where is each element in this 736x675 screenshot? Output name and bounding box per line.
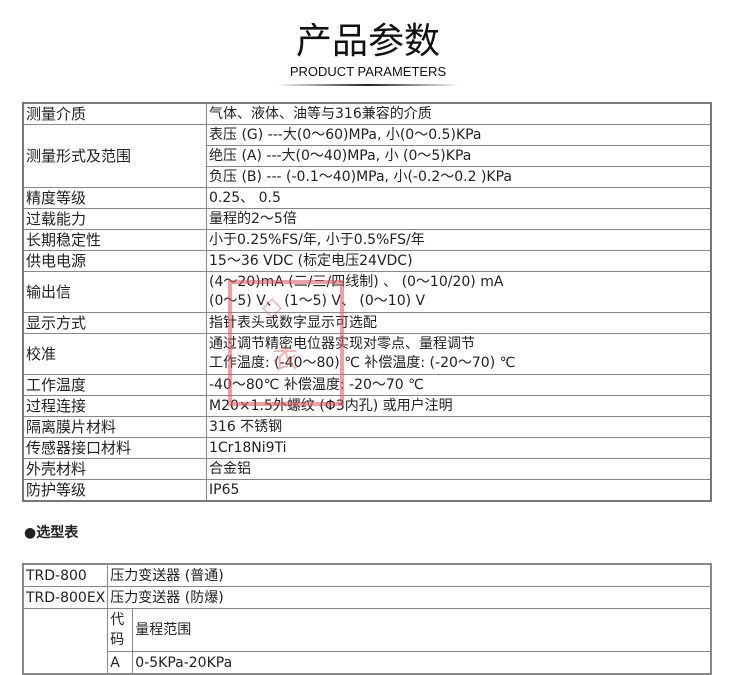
table-row: 过程连接 M20×1.5外螺纹 (Φ3内孔) 或用户注明 (22, 395, 712, 417)
spec-label: 过程连接 (22, 395, 207, 417)
table-row: 长期稳定性 小于0.25%FS/年, 小于0.5%FS/年 (22, 229, 712, 251)
spec-value-line: 通过调节精密电位器实现对零点、量程调节 (209, 336, 475, 352)
table-row: 测量介质 气体、液体、油等与316兼容的介质 (22, 102, 712, 125)
table-row: 校准 通过调节精密电位器实现对零点、量程调节工作温度: (-40～80) ℃ 补偿… (22, 333, 712, 375)
range-code: A (107, 651, 134, 675)
table-row: TRD-800EX 压力变送器 (防爆) (22, 586, 712, 609)
table-row: A 0-5KPa-20KPa (23, 651, 712, 675)
spec-table: 测量介质 气体、液体、油等与316兼容的介质 测量形式及范围 表压 (G) ---大… (22, 102, 712, 502)
range-code-header: 代码 (107, 608, 134, 652)
spec-label: 精度等级 (22, 187, 207, 209)
spec-value: 15～36 VDC (标定电压24VDC) (206, 250, 712, 272)
spec-value: 负压 (B) --- (-0.1～40)MPa, 小(-0.2～0.2 )KPa (206, 166, 712, 188)
spec-label: 防护等级 (22, 479, 207, 502)
spec-value: M20×1.5外螺纹 (Φ3内孔) 或用户注明 (206, 395, 712, 417)
spec-label: 传感器接口材料 (22, 437, 207, 459)
table-row: 传感器接口材料 1Cr18Ni9Ti (22, 437, 712, 459)
spec-value: 合金铝 (206, 458, 712, 480)
spec-value-line: 工作温度: (-40～80) ℃ 补偿温度: (-20～70) ℃ (209, 355, 516, 371)
spec-label: 长期稳定性 (22, 229, 207, 251)
table-row: 防护等级 IP65 (22, 479, 712, 502)
model-code: TRD-800 (22, 563, 109, 587)
spec-value: 316 不锈钢 (206, 416, 712, 438)
table-row: 显示方式 指针表头或数字显示可选配 (22, 312, 712, 334)
table-row: 精度等级 0.25、 0.5 (22, 187, 712, 209)
spec-label: 外壳材料 (22, 458, 207, 480)
table-row: 工作温度 -40～80℃ 补偿温度: -20～70 ℃ (22, 374, 712, 396)
spec-value: 0.25、 0.5 (206, 187, 712, 209)
range-value: 0-5KPa-20KPa (132, 651, 712, 675)
spec-value: 绝压 (A) ---大(0～40)MPa, 小 (0～5)KPa (206, 145, 712, 167)
table-row: 供电电源 15～36 VDC (标定电压24VDC) (22, 250, 712, 272)
model-name: 压力变送器 (普通) (107, 563, 712, 587)
spec-value: 量程的2～5倍 (206, 208, 712, 230)
model-code: TRD-800EX (22, 586, 109, 609)
table-row: 输出信 (4～20)mA (二/三/四线制) 、 (0～10/20) mA (0～… (22, 271, 712, 313)
spec-value-line: (4～20)mA (二/三/四线制) 、 (0～10/20) mA (209, 274, 504, 290)
spec-label: 供电电源 (22, 250, 207, 272)
table-row: 外壳材料 合金铝 (22, 458, 712, 480)
spec-label: 输出信 (22, 271, 207, 313)
spec-value: 小于0.25%FS/年, 小于0.5%FS/年 (206, 229, 712, 251)
page-subtitle: PRODUCT PARAMETERS (289, 64, 447, 79)
spec-value: IP65 (206, 479, 712, 502)
spec-label: 校准 (22, 333, 207, 375)
table-row: 测量形式及范围 表压 (G) ---大(0～60)MPa, 小(0～0.5)KPa (22, 124, 712, 188)
empty-cell (22, 608, 109, 675)
spec-value-line: (0～5) V、 (1～5) V、 (0～10) V (209, 293, 426, 309)
table-row: 代码 量程范围 (22, 608, 712, 675)
spec-value: -40～80℃ 补偿温度: -20～70 ℃ (206, 374, 712, 396)
table-row: TRD-800 压力变送器 (普通) (22, 563, 712, 587)
page-title: 产品参数 (295, 21, 440, 62)
table-row: 隔离膜片材料 316 不锈钢 (22, 416, 712, 438)
spec-value: 气体、液体、油等与316兼容的介质 (206, 102, 712, 125)
spec-value: 指针表头或数字显示可选配 (206, 312, 712, 334)
spec-label: 隔离膜片材料 (22, 416, 207, 438)
spec-label: 测量形式及范围 (22, 124, 207, 188)
table-row: 过载能力 量程的2～5倍 (22, 208, 712, 230)
spec-label: 过载能力 (22, 208, 207, 230)
section-heading: ●选型表 (24, 525, 79, 541)
range-header: 量程范围 (132, 608, 712, 652)
spec-value: (4～20)mA (二/三/四线制) 、 (0～10/20) mA (0～5) … (206, 271, 712, 313)
spec-label: 工作温度 (22, 374, 207, 396)
spec-value: 表压 (G) ---大(0～60)MPa, 小(0～0.5)KPa (206, 124, 712, 146)
model-name: 压力变送器 (防爆) (107, 586, 712, 609)
spec-value: 1Cr18Ni9Ti (206, 437, 712, 459)
selection-table: TRD-800 压力变送器 (普通) TRD-800EX 压力变送器 (防爆) 代码… (22, 563, 712, 675)
spec-label: 测量介质 (22, 102, 207, 125)
title-divider (275, 84, 461, 86)
spec-label: 显示方式 (22, 312, 207, 334)
spec-value: 通过调节精密电位器实现对零点、量程调节工作温度: (-40～80) ℃ 补偿温度… (206, 333, 712, 375)
